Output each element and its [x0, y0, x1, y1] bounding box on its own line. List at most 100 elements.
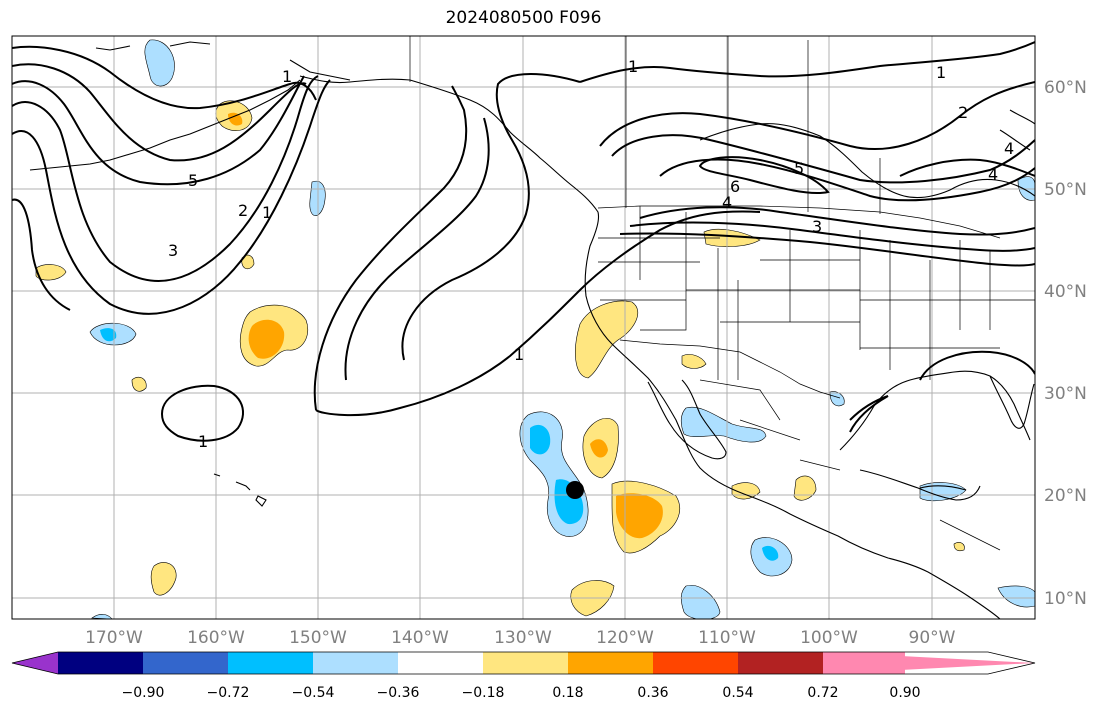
- contour-line: [12, 75, 319, 282]
- neg-patch: [100, 328, 117, 342]
- contour-label: 4: [1004, 139, 1014, 158]
- lat-label: 10°N: [1044, 589, 1087, 609]
- contour-line: [611, 134, 1035, 184]
- lon-label: 120°W: [596, 628, 654, 648]
- coastline-baja: [647, 379, 727, 460]
- contour-line: [619, 232, 1035, 267]
- contour-line: [639, 206, 1035, 236]
- colorbar-tick-label: −0.72: [207, 685, 250, 701]
- contour-label: 4: [722, 193, 732, 212]
- lon-label: 170°W: [85, 628, 143, 648]
- contour-label: 1: [282, 67, 292, 86]
- colorbar-segment: [313, 652, 398, 674]
- lon-label: 110°W: [698, 628, 756, 648]
- contour-line: [315, 210, 761, 417]
- contour-label: 1: [514, 345, 524, 364]
- colorbar-tick-label: −0.18: [462, 685, 505, 701]
- contour-line: [659, 158, 1035, 202]
- pos-patch: [616, 493, 663, 539]
- neg-patch: [829, 391, 845, 407]
- coastline-aleutians: [29, 79, 301, 171]
- lon-label: 150°W: [289, 628, 347, 648]
- colorbar: −0.90 −0.72 −0.54 −0.36 −0.18 0.18 0.36 …: [11, 651, 1036, 701]
- pos-patch: [703, 228, 761, 247]
- coastline-florida: [989, 375, 1035, 429]
- pos-patch: [131, 376, 147, 392]
- lat-label: 40°N: [1044, 282, 1087, 302]
- coastline-yucatan: [859, 469, 981, 501]
- neg-patch: [680, 585, 721, 619]
- colorbar-segment: [143, 652, 228, 674]
- border-central-america: [939, 519, 1001, 551]
- neg-patch: [997, 585, 1035, 608]
- pos-patch: [150, 562, 177, 596]
- contour-line: [401, 73, 581, 361]
- border-us-canada: [597, 205, 1001, 239]
- contour-line: [12, 79, 331, 315]
- contour-label: 2: [958, 103, 968, 122]
- neg-patch: [530, 424, 551, 455]
- contour-label: 1: [262, 203, 272, 222]
- neg-patch: [1017, 176, 1035, 201]
- pos-patch: [248, 319, 285, 359]
- contour-line: [849, 395, 889, 433]
- lon-label: 160°W: [187, 628, 245, 648]
- map-title: 2024080500 F096: [445, 8, 602, 28]
- colorbar-segment: [398, 652, 483, 674]
- lon-label: 90°W: [909, 628, 956, 648]
- lat-labels: 60°N 50°N 40°N 30°N 20°N 10°N: [1044, 78, 1087, 609]
- lon-label: 140°W: [391, 628, 449, 648]
- graticule: [12, 36, 1035, 619]
- anomaly-shading: [14, 36, 1035, 619]
- contour-label: 5: [188, 171, 198, 190]
- colorbar-segment: [58, 652, 143, 674]
- coastline-canada: [699, 123, 1035, 199]
- pos-patch: [575, 300, 638, 379]
- contour-line: [919, 350, 1035, 381]
- colorbar-tick-label: 0.90: [889, 685, 920, 701]
- contour-line: [899, 158, 1035, 177]
- coastline-hawaii: [213, 473, 267, 507]
- contour-line: [12, 45, 317, 110]
- contour-line: [12, 63, 307, 162]
- border-mexico-states: [699, 379, 841, 471]
- border-us-mexico: [619, 339, 841, 399]
- contour-label: 3: [812, 217, 822, 236]
- colorbar-tick-label: 0.36: [637, 685, 668, 701]
- neg-patch: [762, 545, 779, 561]
- colorbar-extend-min: [12, 652, 58, 674]
- colorbar-tick-label: −0.54: [292, 685, 335, 701]
- contour-line: [698, 156, 830, 195]
- colorbar-tick-label: 0.72: [807, 685, 838, 701]
- lon-label: 100°W: [800, 628, 858, 648]
- contour-label: 1: [628, 57, 638, 76]
- lat-label: 50°N: [1044, 180, 1087, 200]
- contour-line: [313, 85, 468, 411]
- colorbar-segment: [568, 652, 653, 674]
- lat-label: 20°N: [1044, 486, 1087, 506]
- contour-label: 5: [794, 159, 804, 178]
- contour-line: [579, 41, 1035, 83]
- lat-label: 30°N: [1044, 384, 1087, 404]
- colorbar-segment: [738, 652, 823, 674]
- pos-patch: [681, 354, 707, 369]
- colorbar-segment: [228, 652, 313, 674]
- colorbar-segment: [823, 652, 905, 674]
- lon-labels: 170°W 160°W 150°W 140°W 130°W 120°W 110°…: [85, 628, 956, 648]
- contour-labels: 1 1 1 1 1 1 2 2 3 3 4 4 5 5 6 4: [168, 57, 1014, 451]
- contour-label: 1: [936, 63, 946, 82]
- contour-label: 6: [730, 177, 740, 196]
- contour-label: 3: [168, 241, 178, 260]
- contour-label: 2: [238, 201, 248, 220]
- coastline-cuba: [919, 485, 967, 491]
- contour-line: [12, 75, 305, 186]
- location-marker: [566, 481, 584, 499]
- coastline-hudson: [999, 109, 1035, 151]
- contours: [12, 41, 1035, 442]
- map-frame: [11, 35, 1036, 620]
- contour-line: [629, 221, 1035, 252]
- colorbar-segment: [653, 652, 738, 674]
- contour-label: 1: [198, 432, 208, 451]
- coastline-alaska: [409, 79, 1001, 619]
- colorbar-segment: [483, 652, 568, 674]
